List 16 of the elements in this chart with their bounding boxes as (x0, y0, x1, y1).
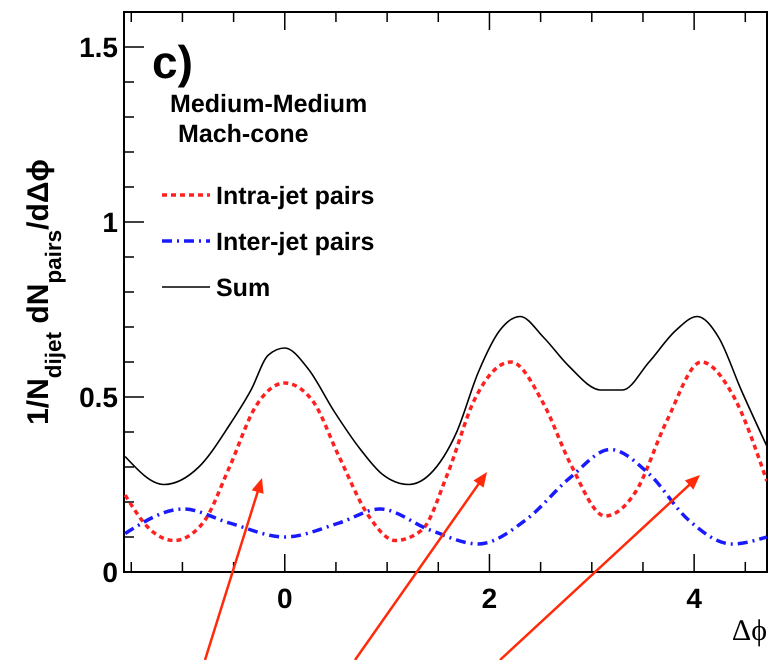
annotation: Medium-Medium (170, 90, 368, 118)
legend-label: Sum (216, 274, 270, 302)
line-series (124, 448, 767, 546)
text: c) (152, 36, 193, 88)
annotation: Mach-cone (178, 120, 309, 148)
legend-label: Inter-jet pairs (216, 228, 374, 256)
legend-label: Intra-jet pairs (216, 182, 374, 210)
x-tick-label: 0 (276, 583, 293, 614)
y-tick-label: 1.5 (79, 32, 118, 63)
line-series (124, 360, 767, 542)
x-tick-label: 4 (686, 583, 702, 614)
y-tick-label: 1 (102, 207, 118, 238)
x-axis-title: Δϕ (732, 614, 767, 647)
x-tick-label: 2 (482, 583, 498, 614)
y-tick-label: 0.5 (79, 382, 118, 413)
y-tick-label: 0 (102, 557, 118, 588)
